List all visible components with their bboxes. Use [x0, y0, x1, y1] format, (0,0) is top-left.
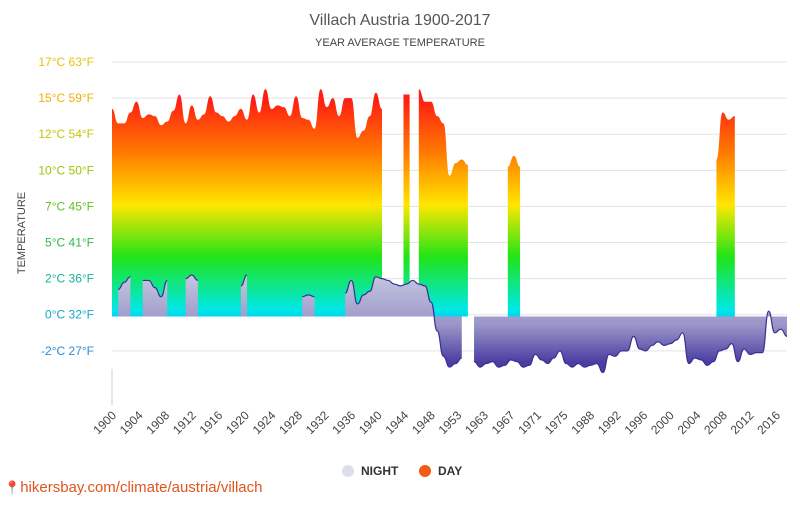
night-line-segment [142, 279, 168, 298]
night-area-segment [345, 276, 462, 368]
x-tick-label: 1936 [329, 408, 358, 437]
legend: NIGHT DAY [342, 464, 462, 478]
x-tick-label: 2008 [701, 408, 730, 437]
night-line-segment [185, 274, 199, 282]
x-tick-label: 1953 [436, 408, 465, 437]
site-watermark[interactable]: 📍hikersbay.com/climate/austria/villach [4, 479, 263, 496]
x-tick-label: 1963 [462, 408, 491, 437]
x-tick-label: 1948 [409, 408, 438, 437]
x-tick-label: 1904 [117, 408, 146, 437]
x-tick-label: 1932 [303, 408, 332, 437]
day-area-segment [716, 112, 735, 317]
night-line-segment [240, 274, 248, 287]
x-tick-label: 1908 [143, 408, 172, 437]
x-tick-label: 1971 [515, 408, 544, 437]
x-tick-label: 1916 [197, 408, 226, 437]
x-tick-label: 1924 [250, 408, 279, 437]
day-area-segment [507, 155, 521, 317]
x-tick-label: 2012 [728, 408, 757, 437]
y-tick-label: 10°C 50°F [38, 163, 94, 177]
night-area-segment [302, 294, 315, 317]
y-axis-label: TEMPERATURE [16, 192, 28, 274]
night-line-segment [302, 294, 315, 298]
x-tick-label: 1928 [276, 408, 305, 437]
night-area-segment [142, 280, 168, 317]
x-tick-label: 1940 [356, 408, 385, 437]
chart-title: Villach Austria 1900-2017 [309, 12, 490, 29]
night-series [117, 274, 788, 374]
legend-night-marker [342, 465, 354, 477]
y-tick-label: 12°C 54°F [38, 127, 94, 141]
day-series [112, 89, 735, 317]
y-tick-label: 7°C 45°F [45, 199, 94, 213]
x-tick-label: 1900 [90, 408, 119, 437]
x-tick-labels: 1900190419081912191619201924192819321936… [90, 408, 783, 437]
y-tick-label: 17°C 63°F [38, 55, 94, 69]
x-tick-label: 1944 [382, 408, 411, 437]
x-tick-label: 1975 [542, 408, 571, 437]
y-tick-label: -2°C 27°F [41, 344, 94, 358]
x-tick-label: 2016 [754, 408, 783, 437]
legend-night-label: NIGHT [361, 464, 399, 478]
night-line-segment [344, 276, 462, 368]
legend-item-night[interactable]: NIGHT [342, 464, 399, 478]
x-tick-label: 1996 [622, 408, 651, 437]
y-tick-label: 0°C 32°F [45, 308, 94, 322]
day-area-segment [418, 89, 468, 317]
x-tick-label: 1988 [568, 408, 597, 437]
y-tick-label: 15°C 59°F [38, 91, 94, 105]
x-tick-label: 1967 [489, 408, 518, 437]
legend-item-day[interactable]: DAY [419, 464, 462, 478]
chart-subtitle: YEAR AVERAGE TEMPERATURE [315, 37, 485, 49]
site-url: hikersbay.com/climate/austria/villach [20, 479, 263, 496]
x-tick-label: 1992 [595, 408, 624, 437]
x-tick-label: 1920 [223, 408, 252, 437]
night-area-segment [185, 275, 198, 317]
y-tick-label: 5°C 41°F [45, 236, 94, 250]
y-tick-labels: 17°C 63°F 15°C 59°F 12°C 54°F 10°C 50°F 7°C … [38, 55, 94, 358]
day-area-segment [112, 89, 382, 317]
location-pin-icon: 📍 [4, 480, 21, 495]
x-tick-label: 2004 [675, 408, 704, 437]
night-line-segment [117, 276, 131, 291]
legend-day-marker [419, 465, 431, 477]
day-area-segment [403, 94, 410, 317]
x-tick-label: 1912 [170, 408, 199, 437]
legend-day-label: DAY [438, 464, 462, 478]
x-tick-label: 2000 [648, 408, 677, 437]
night-line-segment [473, 310, 788, 374]
y-tick-label: 2°C 36°F [45, 272, 94, 286]
